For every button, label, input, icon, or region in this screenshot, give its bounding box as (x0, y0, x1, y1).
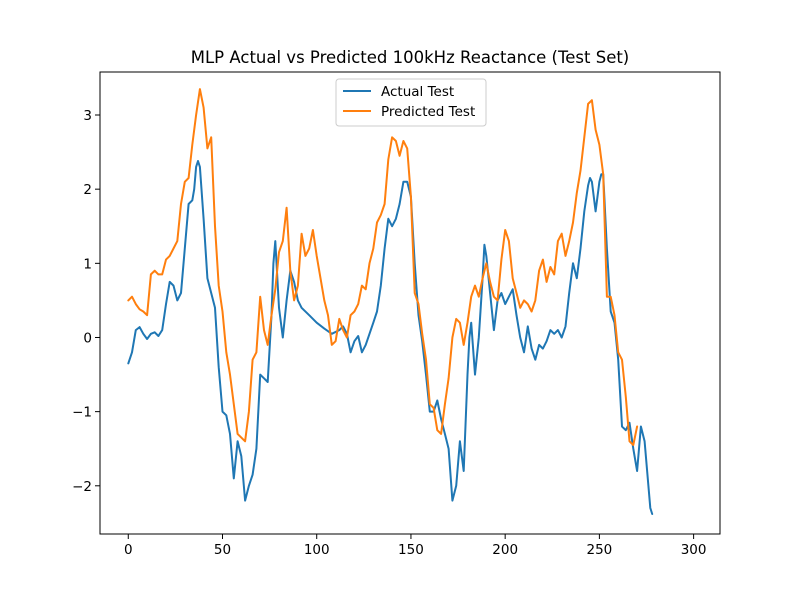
x-tick-label: 250 (587, 542, 613, 558)
x-tick-label: 0 (124, 542, 133, 558)
series-line-actual (127, 160, 654, 515)
x-tick-label: 300 (681, 542, 707, 558)
legend: Actual Test Predicted Test (335, 78, 487, 127)
series-line-predicted (127, 88, 639, 446)
legend-label-actual: Actual Test (381, 84, 454, 100)
y-tick-label: 0 (83, 330, 92, 346)
legend-box (335, 78, 487, 127)
y-tick-label: 3 (83, 108, 92, 124)
x-tick-label: 150 (398, 542, 424, 558)
y-tick-label: −2 (72, 479, 92, 495)
x-tick-label: 100 (304, 542, 330, 558)
x-axis: 0 50 100 150 200 250 300 (124, 534, 707, 558)
axes-frame (99, 71, 721, 535)
x-tick-label: 200 (492, 542, 518, 558)
y-axis: −2 −1 0 1 2 3 (72, 108, 100, 495)
legend-label-predicted: Predicted Test (381, 104, 475, 120)
plot-lines (127, 88, 654, 515)
y-tick-label: 1 (83, 256, 92, 272)
y-tick-label: 2 (83, 182, 92, 198)
y-tick-label: −1 (72, 405, 92, 421)
chart-title: MLP Actual vs Predicted 100kHz Reactance… (191, 48, 630, 67)
x-tick-label: 50 (214, 542, 231, 558)
